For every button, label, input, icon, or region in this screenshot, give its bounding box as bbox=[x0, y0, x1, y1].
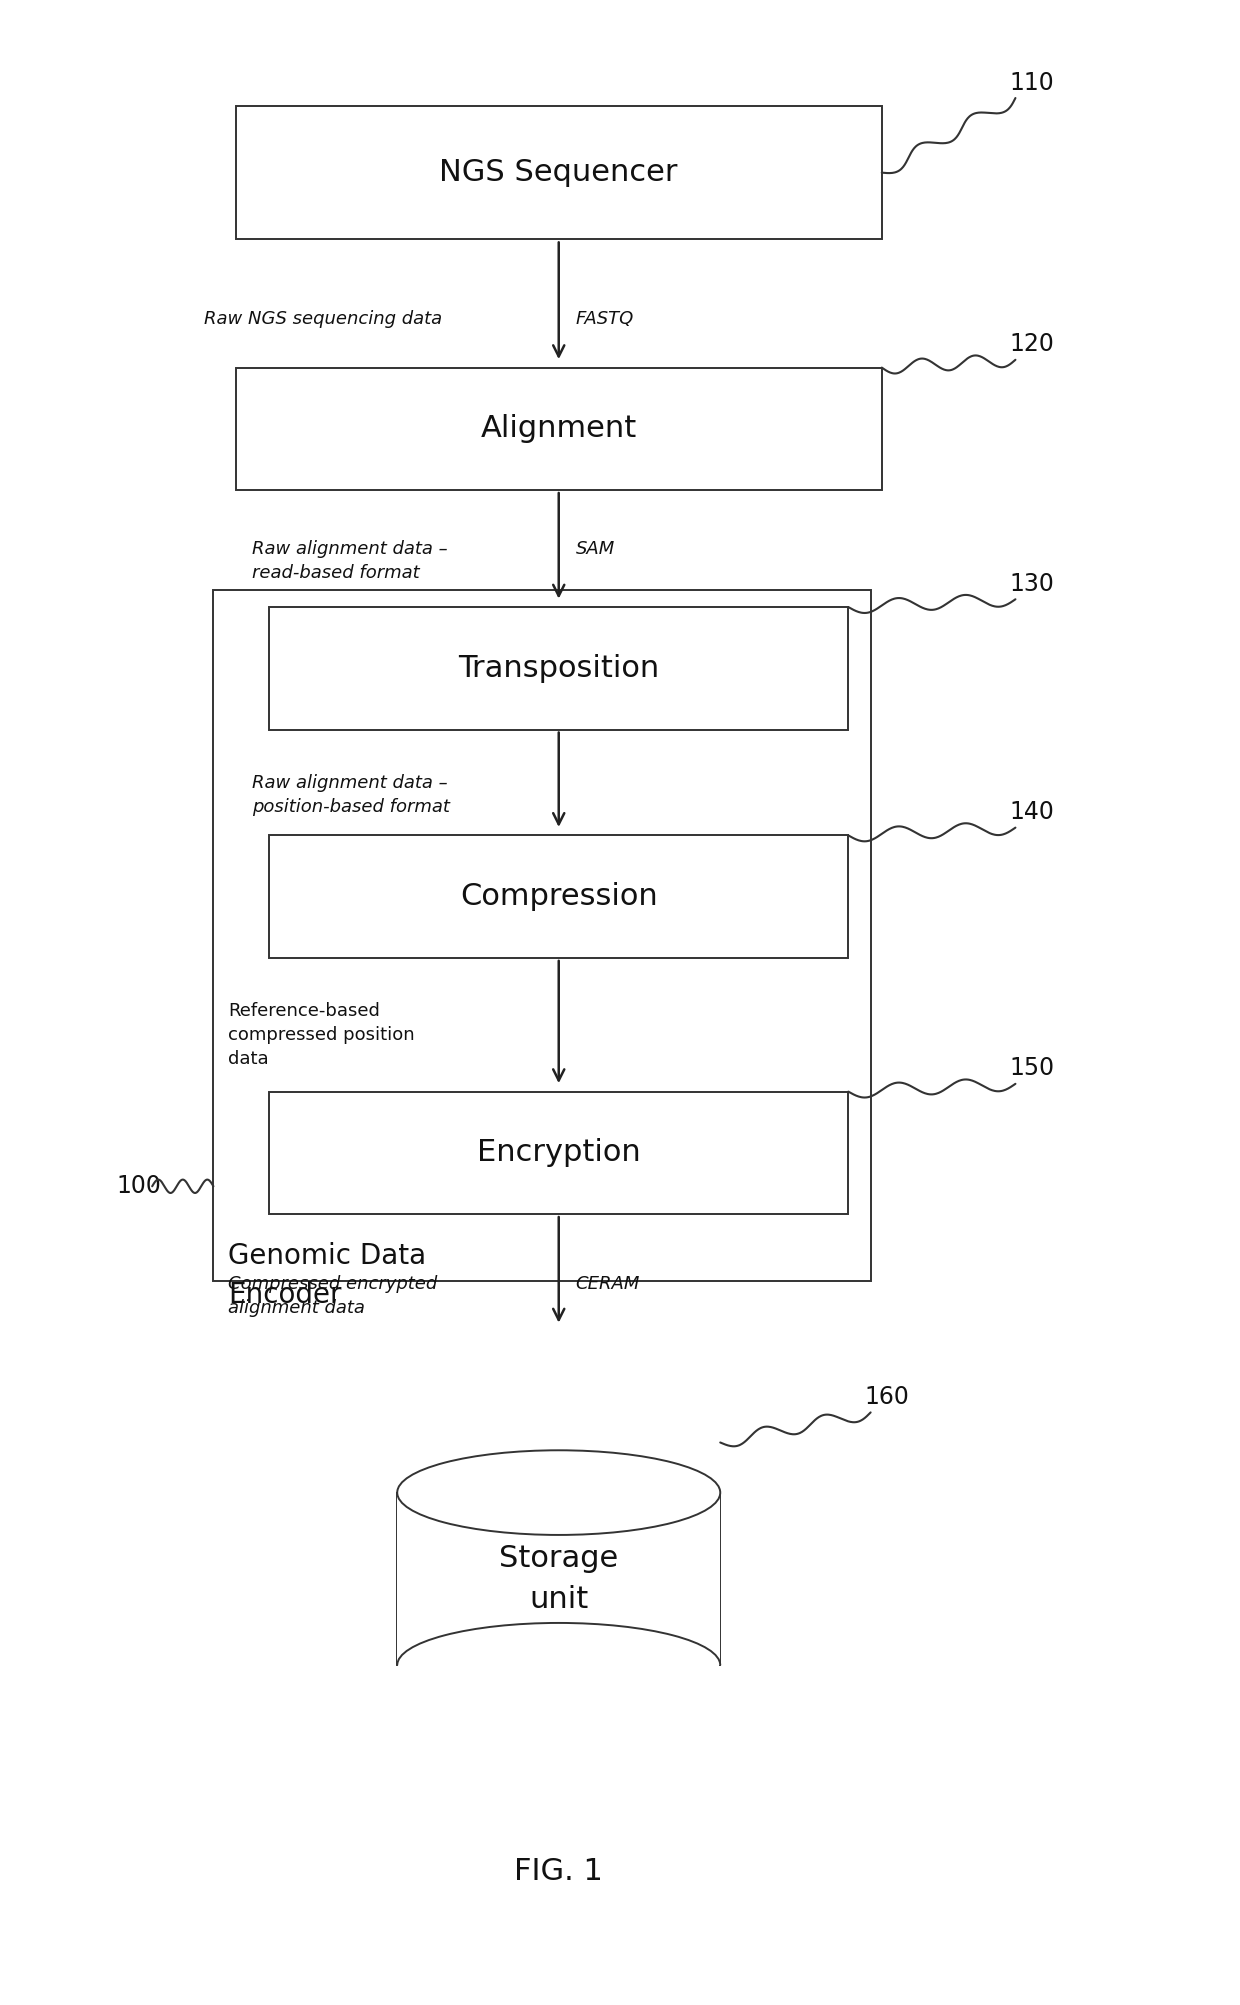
Text: Reference-based
compressed position
data: Reference-based compressed position data bbox=[228, 1002, 414, 1069]
Bar bbox=[236, 106, 882, 239]
Bar bbox=[269, 836, 848, 958]
Text: Genomic Data
Encoder: Genomic Data Encoder bbox=[228, 1241, 427, 1309]
Text: Compression: Compression bbox=[460, 882, 657, 910]
Text: 100: 100 bbox=[117, 1175, 161, 1199]
Text: Encryption: Encryption bbox=[477, 1139, 641, 1167]
Bar bbox=[269, 1091, 848, 1215]
Bar bbox=[213, 589, 870, 1281]
Bar bbox=[397, 1492, 720, 1666]
Text: NGS Sequencer: NGS Sequencer bbox=[439, 158, 678, 186]
Text: Storage
unit: Storage unit bbox=[500, 1544, 619, 1614]
Text: Transposition: Transposition bbox=[458, 654, 660, 684]
Text: 120: 120 bbox=[1009, 333, 1054, 357]
Bar bbox=[236, 367, 882, 489]
Text: CERAM: CERAM bbox=[575, 1275, 640, 1293]
Text: 140: 140 bbox=[1009, 800, 1054, 824]
Ellipse shape bbox=[397, 1450, 720, 1536]
Text: 160: 160 bbox=[864, 1385, 910, 1410]
Text: Alignment: Alignment bbox=[481, 415, 637, 443]
Text: FASTQ: FASTQ bbox=[575, 309, 634, 327]
Text: 130: 130 bbox=[1009, 571, 1054, 595]
Bar bbox=[269, 608, 848, 730]
Text: Raw NGS sequencing data: Raw NGS sequencing data bbox=[203, 309, 441, 327]
Text: FIG. 1: FIG. 1 bbox=[515, 1857, 603, 1887]
Text: Raw alignment data –
read-based format: Raw alignment data – read-based format bbox=[253, 539, 448, 581]
Text: 150: 150 bbox=[1009, 1057, 1055, 1081]
Text: Compressed encrypted
alignment data: Compressed encrypted alignment data bbox=[228, 1275, 438, 1317]
Text: 110: 110 bbox=[1009, 70, 1054, 94]
Text: Raw alignment data –
position-based format: Raw alignment data – position-based form… bbox=[253, 774, 450, 816]
Text: SAM: SAM bbox=[575, 539, 615, 557]
